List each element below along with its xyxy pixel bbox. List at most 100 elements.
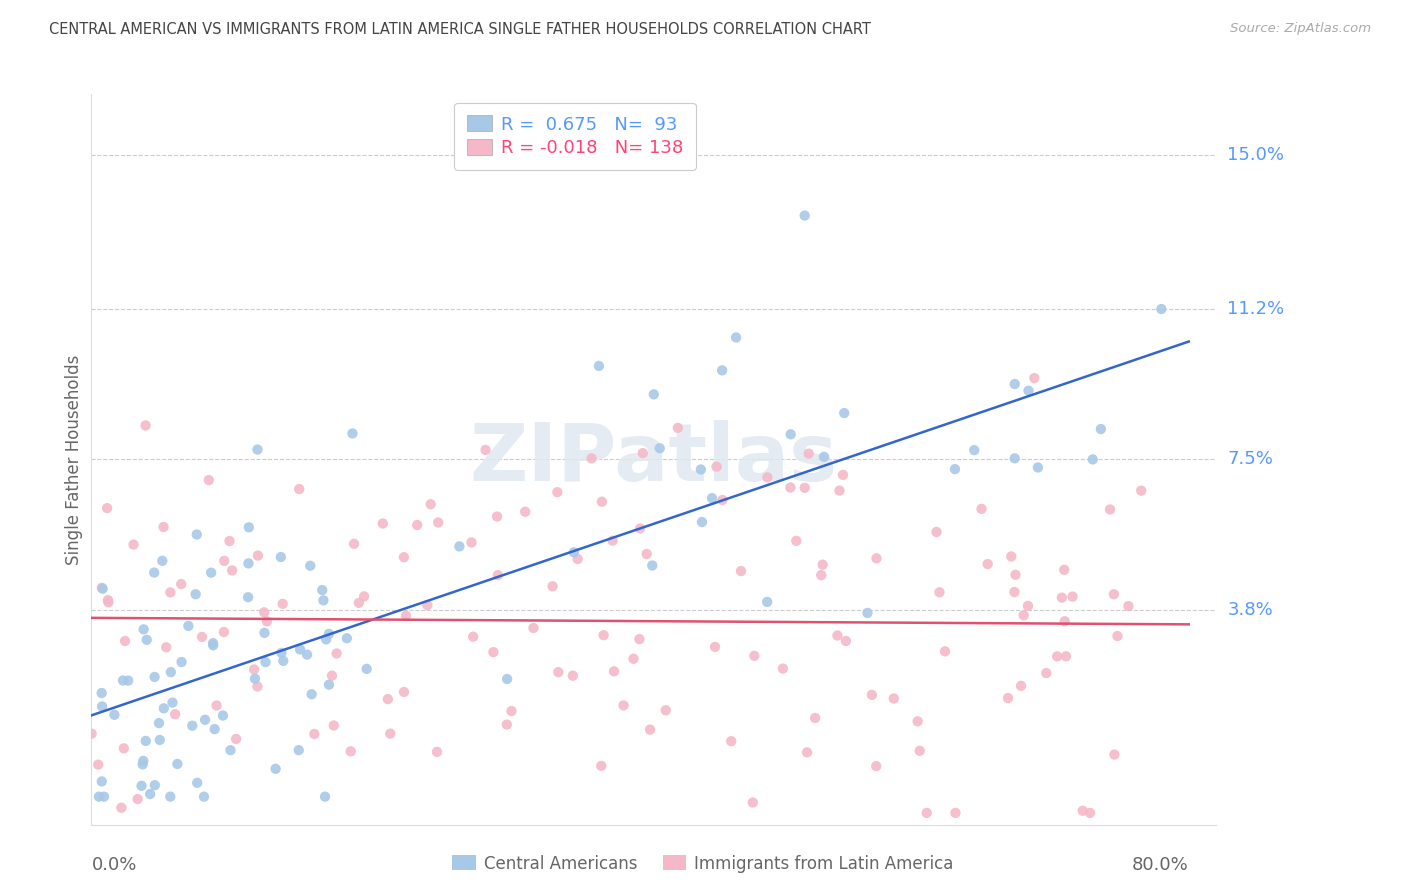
Point (318, 678, 340, 692)
Point (591, 494, 613, 508)
Point (143, 670, 166, 684)
Text: 80.0%: 80.0% (1132, 855, 1188, 873)
Point (159, 665, 181, 679)
Point (628, 632, 651, 646)
Point (114, 634, 136, 648)
Point (162, 696, 184, 710)
Point (756, 470, 779, 484)
Point (463, 630, 485, 644)
Point (828, 483, 851, 498)
Point (928, 585, 950, 599)
Text: 0.0%: 0.0% (91, 855, 136, 873)
Point (785, 533, 807, 548)
Point (336, 632, 359, 646)
Point (711, 363, 734, 377)
Point (623, 652, 645, 666)
Point (186, 776, 208, 790)
Point (827, 628, 849, 642)
Point (501, 704, 523, 718)
Point (131, 757, 153, 772)
Point (865, 551, 887, 566)
Point (793, 481, 815, 495)
Point (149, 733, 172, 747)
Point (112, 741, 135, 756)
Point (110, 801, 132, 815)
Point (1150, 301, 1173, 316)
Point (976, 557, 998, 571)
Legend: R =  0.675   N=  93, R = -0.018   N= 138: R = 0.675 N= 93, R = -0.018 N= 138 (454, 103, 696, 169)
Point (856, 606, 879, 620)
Point (315, 632, 337, 647)
Point (253, 605, 276, 619)
Point (212, 624, 235, 639)
Point (908, 744, 931, 758)
Point (127, 792, 149, 806)
Point (603, 665, 626, 679)
Point (486, 568, 509, 582)
Point (143, 566, 166, 580)
Point (706, 459, 728, 474)
Point (111, 673, 134, 688)
Point (793, 209, 815, 223)
Point (202, 638, 225, 652)
Point (270, 646, 292, 660)
Point (1004, 377, 1026, 392)
Point (314, 789, 336, 804)
Point (690, 515, 713, 529)
Point (495, 717, 517, 731)
Point (135, 418, 157, 433)
Point (643, 387, 665, 401)
Point (832, 467, 855, 482)
Point (342, 426, 364, 441)
Point (592, 628, 614, 642)
Point (704, 640, 727, 654)
Point (943, 462, 966, 476)
Point (907, 714, 929, 729)
Point (87, 757, 110, 772)
Point (460, 535, 482, 549)
Point (779, 481, 801, 495)
Point (181, 719, 204, 733)
Point (810, 568, 832, 582)
Point (963, 443, 986, 458)
Point (193, 789, 215, 804)
Point (416, 598, 439, 612)
Point (321, 668, 343, 682)
Point (496, 672, 519, 686)
Point (406, 518, 429, 533)
Point (225, 731, 247, 746)
Point (117, 673, 139, 688)
Point (720, 734, 742, 748)
Point (135, 734, 157, 748)
Point (638, 723, 661, 737)
Point (779, 427, 801, 442)
Point (883, 691, 905, 706)
Point (122, 538, 145, 552)
Point (835, 634, 858, 648)
Point (419, 497, 441, 511)
Point (91, 699, 114, 714)
Point (581, 451, 603, 466)
Point (474, 442, 496, 457)
Point (270, 550, 292, 565)
Point (756, 595, 779, 609)
Point (150, 554, 173, 568)
Point (238, 557, 260, 571)
Point (1107, 629, 1129, 643)
Point (591, 759, 613, 773)
Text: ZIPatlas: ZIPatlas (470, 420, 838, 499)
Point (1004, 451, 1026, 466)
Point (271, 654, 294, 668)
Point (177, 619, 200, 633)
Text: CENTRAL AMERICAN VS IMMIGRANTS FROM LATIN AMERICA SINGLE FATHER HOUSEHOLDS CORRE: CENTRAL AMERICAN VS IMMIGRANTS FROM LATI… (49, 22, 872, 37)
Point (132, 754, 155, 768)
Point (311, 582, 333, 597)
Point (253, 625, 276, 640)
Text: Source: ZipAtlas.com: Source: ZipAtlas.com (1230, 22, 1371, 36)
Point (689, 462, 711, 476)
Point (945, 805, 967, 820)
Point (295, 648, 318, 662)
Point (159, 585, 181, 599)
Point (915, 805, 938, 820)
Point (287, 743, 309, 757)
